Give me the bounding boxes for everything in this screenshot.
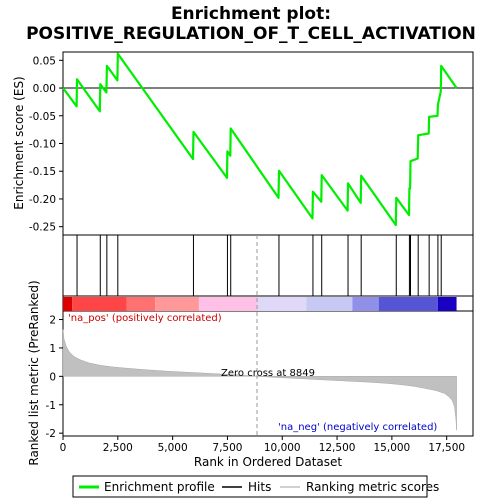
x-tick-label-6: 15,000 bbox=[374, 442, 411, 454]
x-tick-label-1: 2,500 bbox=[103, 442, 133, 454]
metric-y-tick-label-2: 0 bbox=[49, 371, 56, 383]
chart-title-line2: POSITIVE_REGULATION_OF_T_CELL_ACTIVATION bbox=[26, 24, 476, 44]
es-y-tick-label-4: -0.15 bbox=[29, 166, 56, 178]
es-y-tick-label-1: 0.00 bbox=[33, 83, 56, 95]
x-tick-label-2: 5,000 bbox=[158, 442, 188, 454]
heatmap-segment-8 bbox=[378, 297, 438, 311]
heatmap-segment-5 bbox=[257, 297, 307, 311]
es-y-tick-label-3: -0.10 bbox=[29, 139, 56, 151]
heatmap-segment-7 bbox=[352, 297, 379, 311]
es-y-axis-label: Enrichment score (ES) bbox=[12, 76, 26, 209]
metric-y-tick-label-4: -2 bbox=[46, 428, 56, 440]
metric-y-axis-label: Ranked list metric (PreRanked) bbox=[27, 280, 41, 465]
heatmap-segment-4 bbox=[198, 297, 258, 311]
x-tick-label-3: 7,500 bbox=[212, 442, 242, 454]
x-tick-label-0: 0 bbox=[60, 442, 67, 454]
heatmap-segment-2 bbox=[126, 297, 156, 311]
ranking-metric-area bbox=[62, 329, 457, 431]
legend-hits-label: Hits bbox=[248, 480, 271, 494]
es-y-tick-label-6: -0.25 bbox=[29, 222, 56, 234]
es-panel bbox=[62, 51, 474, 236]
heatmap-segment-1 bbox=[72, 297, 127, 311]
x-tick-label-4: 10,000 bbox=[264, 442, 301, 454]
legend-enrichment-label: Enrichment profile bbox=[104, 480, 215, 494]
es-y-tick-label-5: -0.20 bbox=[29, 194, 56, 206]
neg-correlated-label: 'na_neg' (negatively correlated) bbox=[278, 422, 437, 433]
metric-y-tick-label-3: -1 bbox=[46, 400, 56, 412]
legend-metric-label: Ranking metric scores bbox=[306, 480, 439, 494]
es-y-tick-label-0: 0.05 bbox=[33, 55, 56, 67]
enrichment-profile-line bbox=[62, 52, 458, 227]
x-axis-label: Rank in Ordered Dataset bbox=[194, 455, 342, 469]
heatmap-segment-3 bbox=[155, 297, 199, 311]
heatmap-segment-9 bbox=[437, 297, 457, 311]
legend-box bbox=[72, 475, 428, 498]
zero-cross-label: Zero cross at 8849 bbox=[221, 368, 315, 379]
chart-title-line1: Enrichment plot: bbox=[171, 4, 331, 24]
heatmap-segment-6 bbox=[306, 297, 353, 311]
metric-y-tick-label-0: 2 bbox=[49, 315, 56, 327]
hits-panel bbox=[62, 234, 474, 297]
heatmap-segment-0 bbox=[63, 297, 73, 311]
es-y-tick-label-2: -0.05 bbox=[29, 111, 56, 123]
x-tick-label-5: 12,500 bbox=[319, 442, 356, 454]
x-tick-label-7: 17,500 bbox=[428, 442, 465, 454]
metric-y-tick-label-1: 1 bbox=[49, 343, 56, 355]
pos-correlated-label: 'na_pos' (positively correlated) bbox=[68, 313, 222, 324]
legend: Enrichment profile Hits Ranking metric s… bbox=[72, 475, 439, 498]
